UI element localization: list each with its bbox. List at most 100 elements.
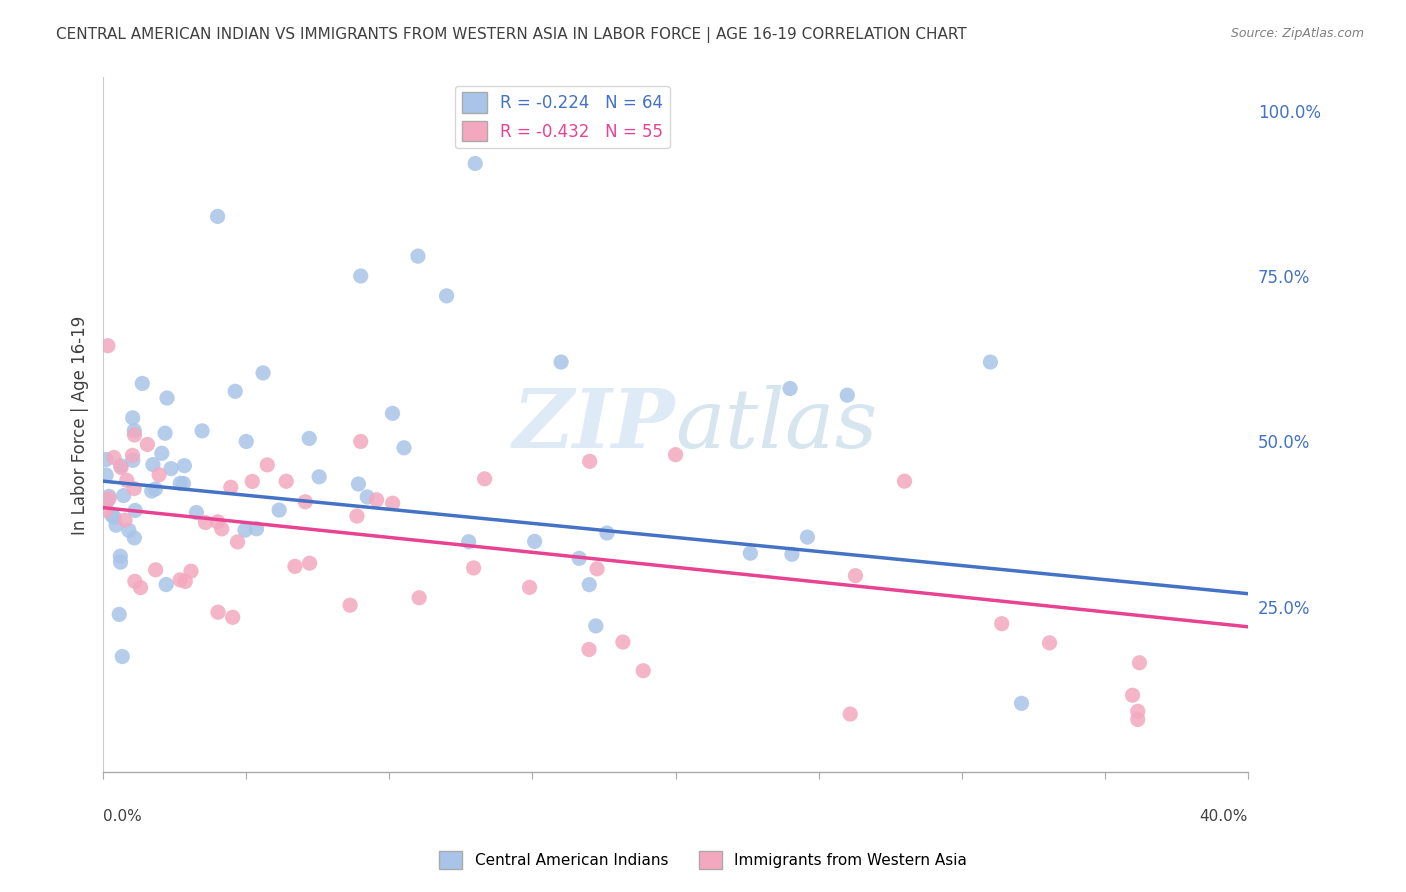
Point (194, 516, 217, 530)
Point (98, 491, 121, 506)
Point (145, 482, 167, 496)
Point (160, 461, 183, 475)
Point (578, 454, 600, 468)
Point (226, 535, 249, 549)
Point (284, 559, 307, 574)
Point (350, 434, 373, 449)
Point (893, 474, 915, 488)
Point (392, 441, 415, 455)
Text: Source: ZipAtlas.com: Source: ZipAtlas.com (1230, 27, 1364, 40)
Point (118, 524, 141, 538)
Point (124, 428, 146, 442)
Text: 40.0%: 40.0% (1199, 809, 1249, 824)
Point (252, 366, 274, 380)
Point (523, 534, 546, 549)
Point (222, 610, 245, 624)
Point (121, 448, 143, 462)
Point (381, 496, 404, 510)
Point (111, 649, 134, 664)
Point (94, 503, 117, 517)
Point (346, 509, 368, 524)
Point (174, 574, 197, 589)
Point (356, 490, 378, 504)
Point (339, 598, 361, 612)
Point (240, 475, 263, 489)
Point (779, 382, 801, 396)
Point (1126, 713, 1149, 727)
Point (837, 388, 859, 402)
Point (224, 384, 246, 399)
Point (578, 577, 600, 591)
Point (408, 591, 430, 605)
Point (207, 210, 229, 224)
Point (124, 503, 146, 517)
Point (366, 492, 388, 507)
Point (568, 551, 591, 566)
Point (245, 522, 267, 536)
Point (110, 549, 132, 564)
Point (436, 289, 458, 303)
Point (110, 555, 132, 569)
Point (169, 476, 191, 491)
Legend: R = -0.224   N = 64, R = -0.432   N = 55: R = -0.224 N = 64, R = -0.432 N = 55 (456, 86, 669, 148)
Point (115, 473, 138, 487)
Point (740, 546, 762, 560)
Point (474, 472, 496, 486)
Point (294, 495, 316, 509)
Text: CENTRAL AMERICAN INDIAN VS IMMIGRANTS FROM WESTERN ASIA IN LABOR FORCE | AGE 16-: CENTRAL AMERICAN INDIAN VS IMMIGRANTS FR… (56, 27, 967, 43)
Point (219, 480, 242, 494)
Point (124, 574, 146, 589)
Point (186, 506, 208, 520)
Point (142, 458, 165, 472)
Point (406, 249, 429, 263)
Point (1126, 704, 1149, 718)
Point (101, 508, 124, 523)
Point (298, 432, 321, 446)
Point (990, 616, 1012, 631)
Point (211, 522, 233, 536)
Point (156, 391, 179, 405)
Point (1011, 696, 1033, 710)
Point (350, 268, 373, 283)
Point (97, 339, 120, 353)
Point (1038, 636, 1060, 650)
Point (153, 426, 176, 441)
Text: ZIP: ZIP (513, 385, 675, 465)
Point (108, 607, 131, 622)
Point (586, 562, 609, 576)
Point (191, 424, 214, 438)
Point (124, 531, 146, 545)
Point (131, 376, 153, 391)
Y-axis label: In Labor Force | Age 16-19: In Labor Force | Age 16-19 (72, 315, 89, 534)
Point (276, 475, 298, 489)
Point (173, 458, 195, 473)
Point (122, 482, 145, 496)
Point (124, 424, 146, 438)
Point (519, 580, 541, 594)
Point (550, 355, 572, 369)
Point (110, 460, 132, 475)
Point (110, 458, 132, 473)
Point (269, 503, 291, 517)
Point (97, 489, 120, 503)
Point (105, 518, 128, 533)
Point (664, 448, 686, 462)
Point (169, 573, 191, 587)
Point (136, 437, 159, 451)
Point (839, 707, 862, 722)
Point (796, 530, 818, 544)
Point (596, 526, 619, 541)
Legend: Central American Indians, Immigrants from Western Asia: Central American Indians, Immigrants fro… (433, 845, 973, 875)
Point (457, 534, 479, 549)
Point (780, 547, 803, 561)
Point (141, 483, 163, 498)
Point (308, 470, 330, 484)
Point (96, 494, 118, 508)
Point (121, 410, 143, 425)
Point (94, 468, 117, 483)
Point (114, 513, 136, 527)
Point (347, 477, 370, 491)
Point (207, 605, 229, 619)
Point (298, 556, 321, 570)
Point (464, 156, 486, 170)
